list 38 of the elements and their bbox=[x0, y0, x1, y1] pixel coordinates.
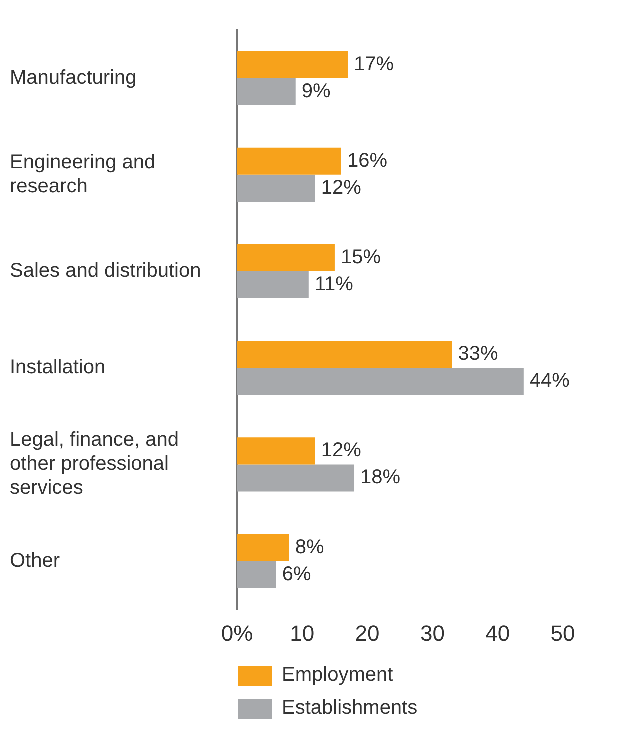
x-tick-label: 10 bbox=[290, 620, 315, 646]
y-tick-label: Installation bbox=[10, 356, 106, 379]
y-tick-label: Legal, finance, and other professional services bbox=[10, 429, 180, 500]
bar bbox=[237, 272, 309, 299]
legend-label: Establishments bbox=[282, 697, 418, 720]
bar bbox=[237, 464, 355, 492]
legend-label: Employment bbox=[282, 664, 394, 687]
y-tick-label: Manufacturing bbox=[10, 66, 137, 89]
data-label: 9% bbox=[302, 80, 331, 102]
y-tick-label: Engineering and research bbox=[10, 151, 156, 198]
data-label: 44% bbox=[530, 370, 570, 392]
x-tick-label: 0% bbox=[221, 620, 254, 646]
data-label: 17% bbox=[354, 53, 394, 76]
data-label: 8% bbox=[295, 536, 324, 558]
data-label: 11% bbox=[314, 274, 354, 296]
x-tick-label: 40 bbox=[486, 620, 510, 646]
data-label: 12% bbox=[321, 440, 362, 462]
bar bbox=[237, 51, 348, 78]
bar bbox=[237, 341, 452, 368]
data-label: 12% bbox=[321, 176, 362, 199]
bar bbox=[237, 368, 524, 396]
bar bbox=[237, 438, 316, 465]
y-tick-label: Other bbox=[10, 550, 60, 572]
data-label: 18% bbox=[360, 466, 401, 489]
bar bbox=[237, 148, 342, 175]
data-label: 16% bbox=[347, 150, 388, 172]
x-tick-label: 20 bbox=[355, 620, 380, 646]
bar bbox=[237, 561, 276, 588]
x-tick-label: 30 bbox=[420, 620, 445, 646]
bar bbox=[237, 174, 316, 202]
bar bbox=[237, 534, 290, 562]
bar bbox=[237, 244, 335, 272]
data-label: 33% bbox=[458, 343, 498, 366]
data-label: 15% bbox=[340, 246, 382, 268]
x-tick-label: 50 bbox=[550, 620, 576, 646]
bar bbox=[237, 78, 296, 106]
y-tick-label: Sales and distribution bbox=[10, 260, 202, 282]
data-label: 6% bbox=[282, 563, 312, 586]
